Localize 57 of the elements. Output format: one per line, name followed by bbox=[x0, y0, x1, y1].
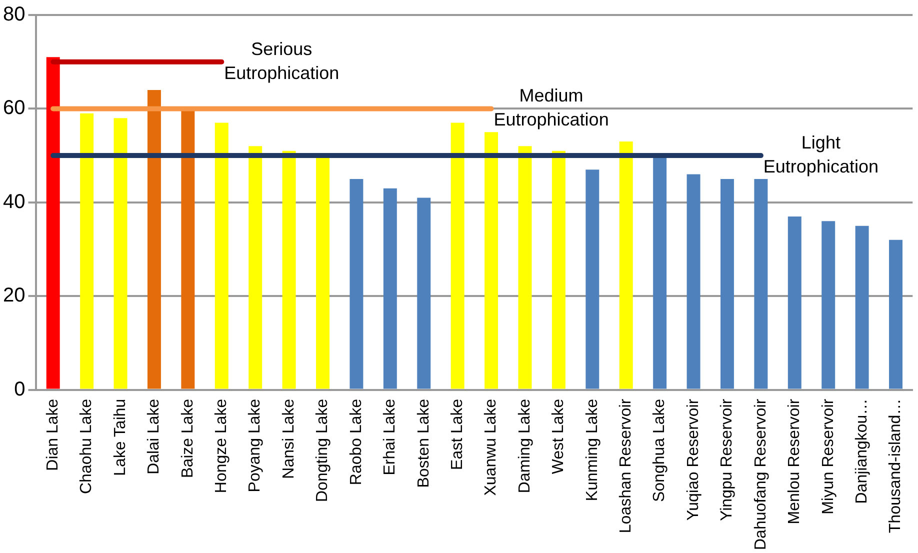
x-tick-label: West Lake bbox=[550, 398, 568, 474]
x-tick-label: Lake Taihu bbox=[112, 398, 129, 476]
x-tick-label: Dongting Lake bbox=[314, 398, 332, 502]
x-tick-label: Loashan Reservoir bbox=[618, 398, 635, 534]
bar bbox=[417, 198, 431, 389]
series-label: Serious Eutrophication bbox=[224, 38, 340, 83]
bar bbox=[248, 146, 262, 389]
x-tick-label: Kunming Lake bbox=[584, 398, 601, 502]
bar bbox=[383, 188, 397, 389]
x-tick-label: Raobo Lake bbox=[348, 398, 365, 486]
bar bbox=[147, 90, 161, 389]
bar bbox=[720, 178, 734, 389]
x-tick-label: Menlou Reservoir bbox=[786, 398, 804, 524]
x-tick-label: Chaohu Lake bbox=[78, 398, 96, 494]
x-tick-label: Dahuofang Reservoir bbox=[752, 398, 770, 550]
x-tick-label: Miyun Reservoir bbox=[820, 398, 837, 514]
x-tick-label: Yuqiao Reservoir bbox=[684, 398, 702, 521]
bar bbox=[484, 132, 498, 389]
bar bbox=[282, 150, 296, 389]
x-tick-label: Hongze Lake bbox=[213, 398, 230, 494]
x-tick-label: Xuanwu Lake bbox=[482, 398, 500, 496]
bar bbox=[855, 226, 869, 389]
bar bbox=[788, 216, 802, 389]
series-label: Medium Eutrophication bbox=[494, 86, 609, 130]
x-tick-label: East Lake bbox=[448, 398, 466, 470]
x-tick-label: Daming Lake bbox=[516, 398, 534, 494]
x-tick-label: Songhua Lake bbox=[651, 398, 668, 502]
bar bbox=[754, 178, 768, 389]
bar bbox=[450, 122, 464, 389]
bar bbox=[552, 150, 566, 389]
x-tick-label: Erhai Lake bbox=[382, 398, 399, 476]
bar bbox=[80, 113, 94, 389]
x-tick-label: Poyang Lake bbox=[246, 398, 264, 492]
series-label: Light Eutrophication bbox=[763, 132, 878, 177]
bar bbox=[350, 178, 364, 389]
bar bbox=[214, 122, 228, 389]
x-tick-label: Yingpu Reservoir bbox=[718, 398, 736, 521]
x-tick-label: Dian Lake bbox=[44, 398, 62, 471]
x-tick-label: Nansi Lake bbox=[280, 398, 298, 479]
bar bbox=[586, 170, 600, 389]
x-tick-label: Danjiangkou… bbox=[853, 398, 870, 504]
y-tick-label: 20 bbox=[2, 284, 26, 307]
bar bbox=[46, 57, 60, 389]
y-tick-label: 80 bbox=[2, 4, 26, 26]
x-tick-label: Dalai Lake bbox=[146, 398, 163, 474]
bar bbox=[114, 118, 128, 389]
y-tick-label: 0 bbox=[14, 378, 26, 400]
x-tick-label: Baize Lake bbox=[179, 398, 196, 478]
bar bbox=[518, 146, 532, 389]
bar bbox=[889, 240, 903, 389]
x-tick-label: Thousand-island… bbox=[887, 398, 904, 534]
y-tick-label: 60 bbox=[2, 97, 26, 120]
bar bbox=[822, 221, 836, 389]
y-tick-label: 40 bbox=[2, 190, 26, 213]
bar bbox=[686, 174, 700, 389]
x-tick-label: Bosten Lake bbox=[415, 398, 432, 488]
bar bbox=[619, 141, 633, 389]
